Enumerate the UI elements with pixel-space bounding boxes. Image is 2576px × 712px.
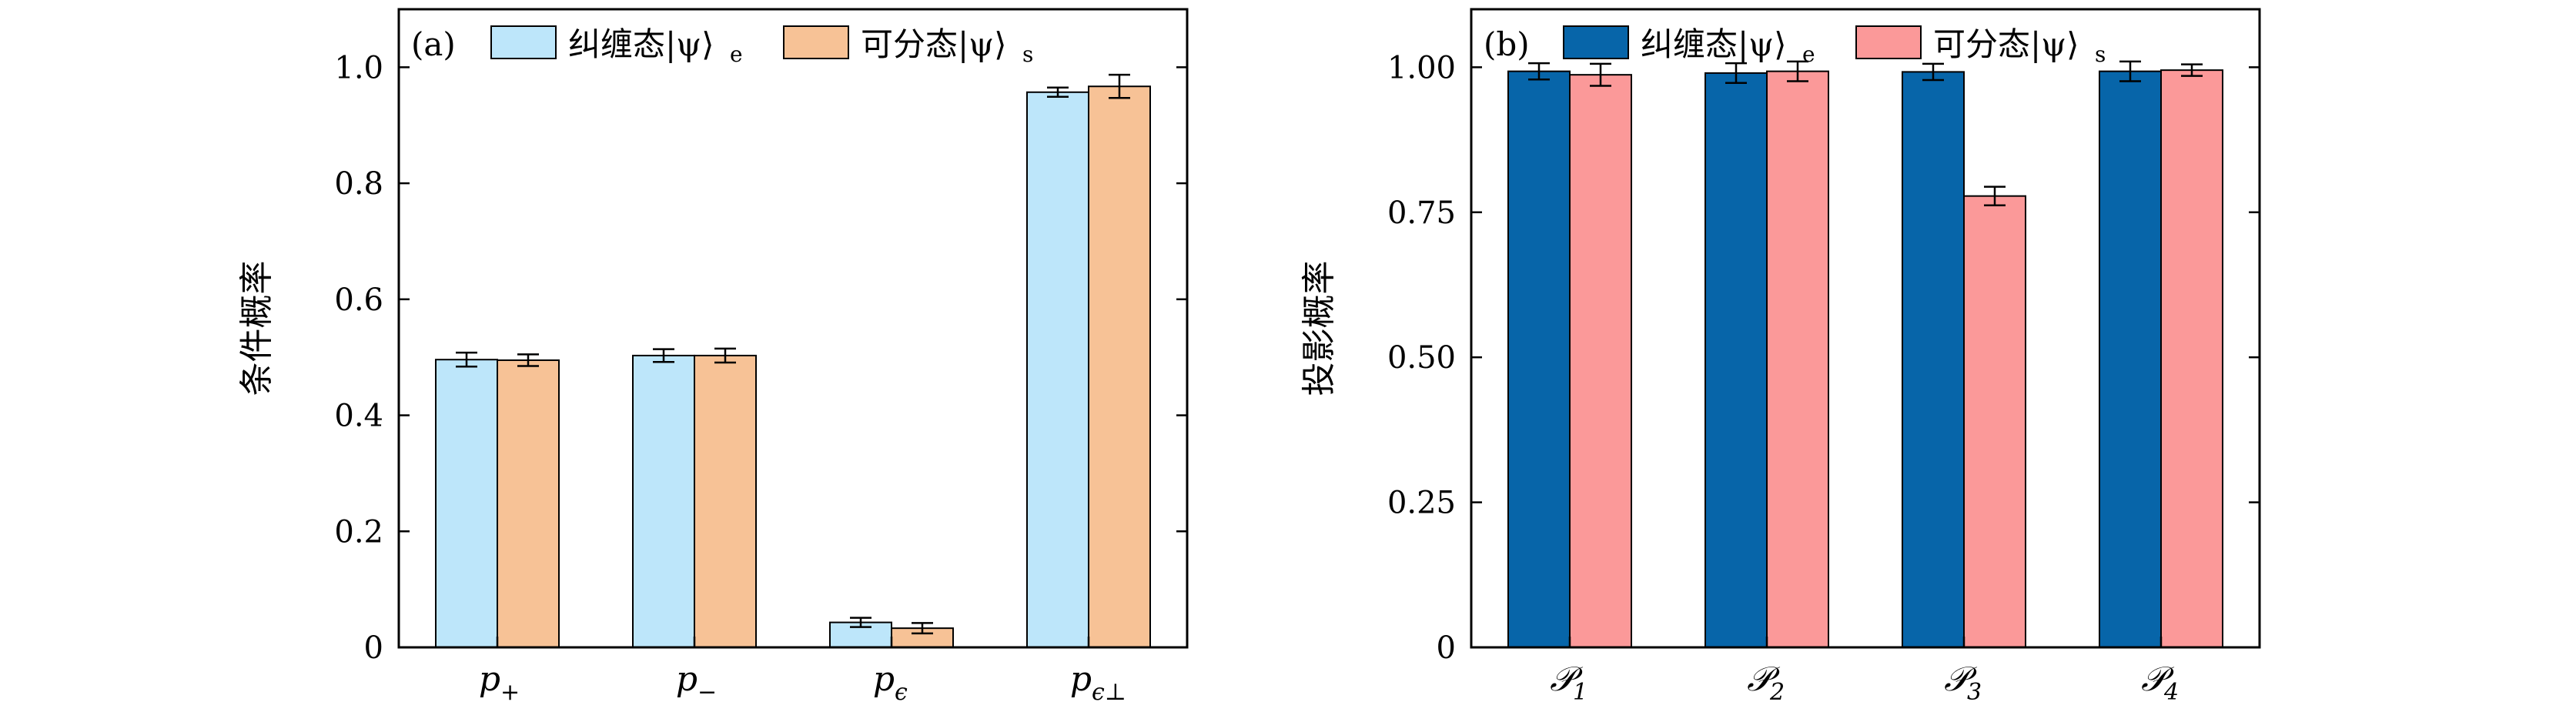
panel-tag: (a) bbox=[411, 25, 456, 63]
y-tick-label: 0.25 bbox=[1387, 486, 1456, 521]
error-bar bbox=[1725, 62, 1747, 84]
error-bar bbox=[456, 351, 477, 368]
bar bbox=[1902, 71, 1965, 649]
legend-swatch bbox=[1855, 25, 1922, 59]
y-tick-label: 0 bbox=[364, 630, 383, 666]
panel-tag: (b) bbox=[1484, 25, 1530, 63]
x-tick-label-subscript: ϵ⊥ bbox=[1092, 679, 1126, 706]
error-bar bbox=[1528, 62, 1550, 81]
y-tick-label: 1.00 bbox=[1387, 50, 1456, 85]
error-bar bbox=[1109, 73, 1130, 99]
x-tick-label-subscript: − bbox=[698, 679, 717, 706]
y-tick-label: 0.75 bbox=[1387, 196, 1456, 231]
x-tick-label: p bbox=[676, 660, 698, 699]
plot-frame bbox=[1470, 8, 2261, 649]
bar bbox=[1569, 74, 1632, 649]
legend: 纠缠态|ψ⟩ e 可分态|ψ⟩ s bbox=[490, 25, 1033, 67]
bar bbox=[694, 354, 757, 648]
y-tick-label: 0 bbox=[1437, 630, 1456, 666]
bar bbox=[2099, 70, 2162, 648]
legend-label-subscript: e bbox=[730, 42, 743, 67]
error-bar bbox=[714, 347, 736, 364]
legend-swatch bbox=[1563, 25, 1629, 59]
error-bar bbox=[2119, 60, 2141, 82]
x-tick-label: p bbox=[1070, 660, 1092, 699]
legend: 纠缠态|ψ⟩ e 可分态|ψ⟩ s bbox=[1563, 25, 2106, 67]
bar bbox=[1026, 91, 1089, 648]
x-tick-label-subscript: + bbox=[500, 679, 520, 706]
error-bar bbox=[912, 622, 933, 635]
bar bbox=[1088, 85, 1151, 648]
x-tick-label-subscript: 3 bbox=[1967, 679, 1982, 706]
chart-panel-a: 00.20.40.60.81.0p + p − p ϵ p ϵ⊥条件概率(a) 纠缠态|ψ⟩ e 可… bbox=[237, 8, 1189, 706]
x-tick-label: p bbox=[873, 660, 895, 699]
y-axis-label: 条件概率 bbox=[237, 261, 276, 396]
legend-item: 纠缠态|ψ⟩ e bbox=[490, 25, 743, 67]
x-tick-label: p bbox=[479, 660, 500, 699]
x-tick-label-subscript: 2 bbox=[1769, 679, 1785, 706]
legend-item: 可分态|ψ⟩ s bbox=[783, 25, 1033, 67]
plot-frame bbox=[397, 8, 1189, 649]
y-tick-label: 0.8 bbox=[334, 166, 383, 202]
legend-item: 可分态|ψ⟩ s bbox=[1855, 25, 2106, 67]
y-tick-label: 0.4 bbox=[334, 399, 383, 434]
error-bar bbox=[653, 348, 674, 363]
legend-label-subscript: s bbox=[2095, 42, 2106, 67]
y-tick-label: 0.50 bbox=[1387, 340, 1456, 376]
error-bar bbox=[1047, 86, 1069, 99]
error-bar bbox=[517, 353, 539, 367]
x-tick-label-subscript: ϵ bbox=[895, 679, 908, 706]
legend-label: 可分态|ψ⟩ bbox=[1933, 25, 2079, 63]
x-tick-label-subscript: 4 bbox=[2163, 679, 2179, 706]
error-bar bbox=[1922, 62, 1944, 82]
error-bar bbox=[1590, 62, 1611, 87]
bar bbox=[2160, 69, 2223, 648]
y-tick-label: 0.2 bbox=[334, 514, 383, 550]
bar bbox=[1963, 195, 2026, 649]
error-bar bbox=[850, 617, 871, 628]
legend-swatch bbox=[783, 25, 849, 59]
legend-item: 纠缠态|ψ⟩ e bbox=[1563, 25, 1815, 67]
y-tick-label: 1.0 bbox=[334, 50, 383, 85]
legend-label: 纠缠态|ψ⟩ bbox=[1641, 25, 1786, 63]
legend-label-subscript: s bbox=[1022, 42, 1033, 67]
legend-label: 可分态|ψ⟩ bbox=[861, 25, 1006, 63]
bar bbox=[435, 359, 498, 648]
bar bbox=[1507, 70, 1571, 648]
y-axis-label: 投影概率 bbox=[1300, 261, 1339, 396]
legend-label-subscript: e bbox=[1802, 42, 1815, 67]
error-bar bbox=[1984, 186, 2006, 206]
x-tick-label-subscript: 1 bbox=[1573, 679, 1587, 706]
y-tick-label: 0.6 bbox=[334, 282, 383, 318]
bar bbox=[497, 359, 560, 648]
legend-label: 纠缠态|ψ⟩ bbox=[568, 25, 714, 63]
bar bbox=[632, 354, 695, 648]
legend-swatch bbox=[490, 25, 557, 59]
error-bar bbox=[1787, 60, 1808, 82]
bar bbox=[1705, 72, 1768, 648]
bar bbox=[1766, 70, 1829, 648]
error-bar bbox=[2181, 63, 2203, 77]
